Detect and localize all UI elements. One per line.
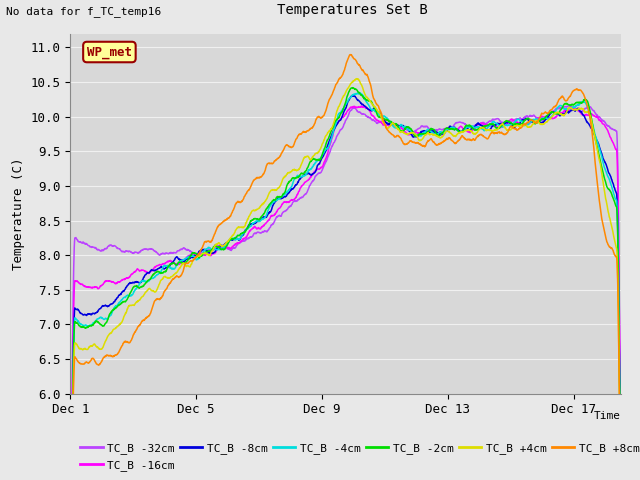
Text: WP_met: WP_met — [87, 46, 132, 59]
Legend: TC_B -32cm, TC_B -16cm, TC_B -8cm, TC_B -4cm, TC_B -2cm, TC_B +4cm, TC_B +8cm: TC_B -32cm, TC_B -16cm, TC_B -8cm, TC_B … — [76, 439, 640, 475]
Text: No data for f_TC_temp16: No data for f_TC_temp16 — [6, 6, 162, 17]
Y-axis label: Temperature (C): Temperature (C) — [12, 157, 25, 270]
Text: Time: Time — [594, 411, 621, 421]
Text: Temperatures Set B: Temperatures Set B — [276, 3, 428, 17]
